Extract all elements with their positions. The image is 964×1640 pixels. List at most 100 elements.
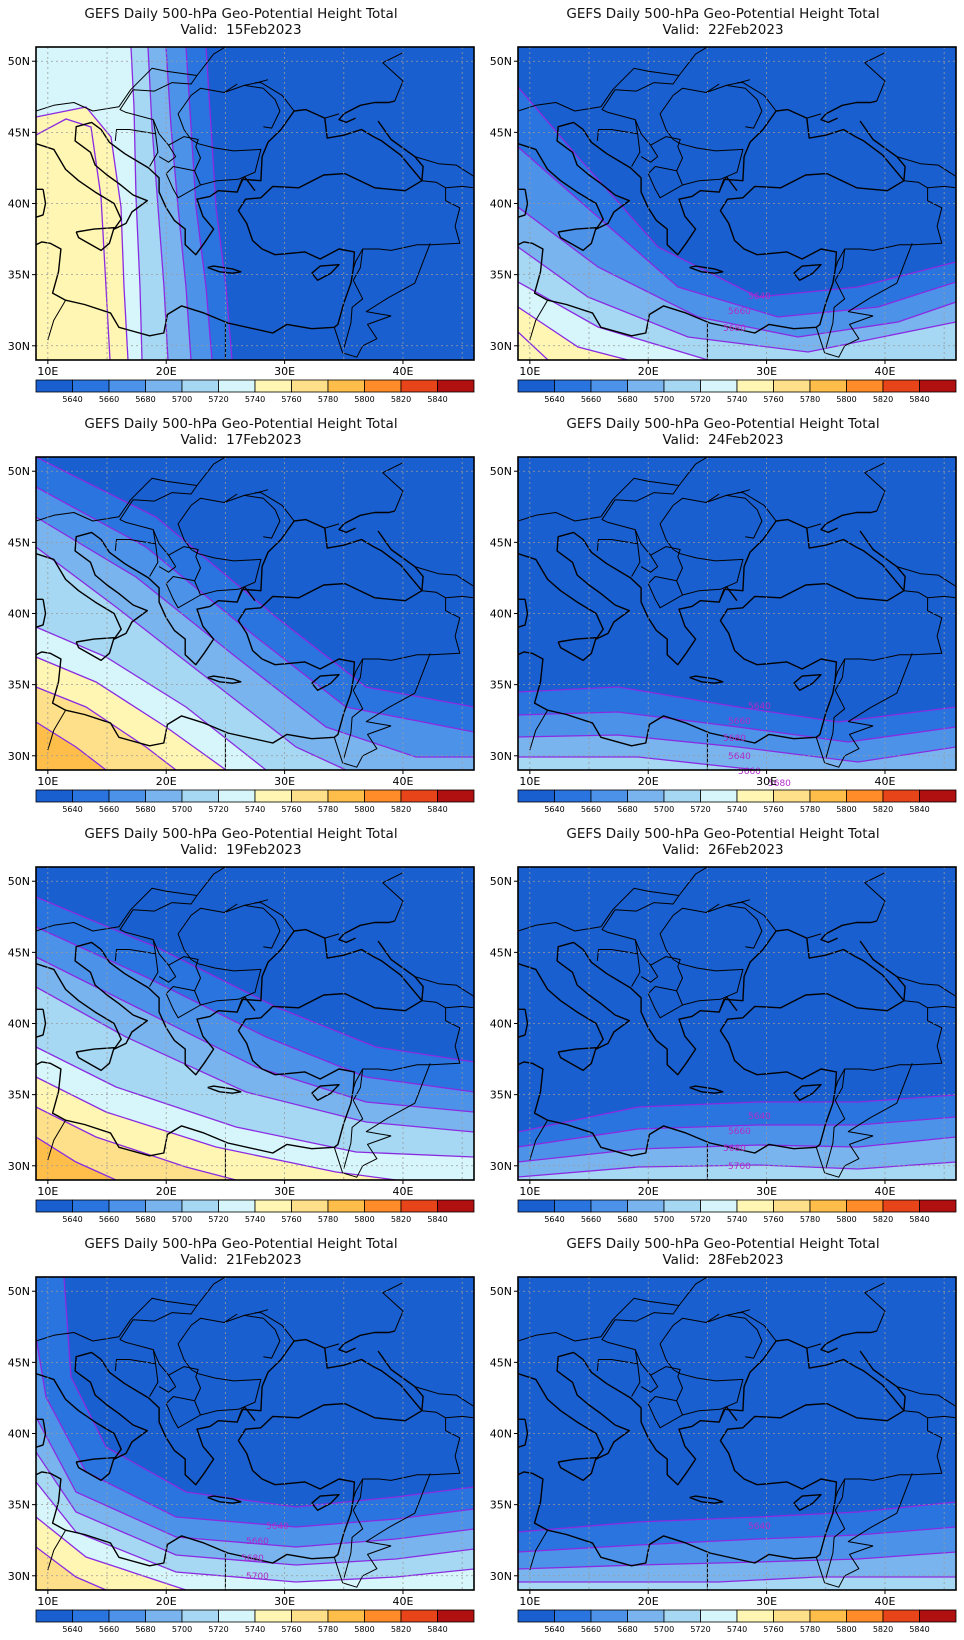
lat-tick-label: 35N: [490, 1499, 512, 1512]
colorbar-label: 5820: [391, 1215, 411, 1224]
height-contour: [147, 47, 169, 360]
country-border: [255, 1312, 295, 1342]
lat-tick-label: 35N: [8, 1499, 30, 1512]
country-border: [333, 327, 344, 354]
lat-tick-label: 50N: [8, 55, 30, 68]
country-border: [806, 1343, 822, 1349]
coastlines: [518, 1277, 956, 1590]
colorbar-swatch: [663, 789, 701, 803]
coastline: [377, 1350, 424, 1411]
lat-tick-label: 30N: [490, 750, 512, 763]
country-border: [678, 47, 708, 76]
valid-date: Valid: 19Feb2023: [180, 842, 302, 858]
lat-tick-label: 40N: [8, 198, 30, 211]
country-border: [825, 248, 846, 349]
colorbar-label: 5660: [99, 805, 119, 814]
colorbar-swatch: [627, 379, 665, 393]
colorbar-swatch: [882, 789, 920, 803]
country-border: [824, 1135, 874, 1178]
coastline: [311, 1084, 340, 1101]
coastline: [859, 940, 906, 1001]
colorbar-label: 5680: [617, 805, 637, 814]
country-border: [388, 243, 431, 298]
colorbar-swatch: [700, 1609, 738, 1623]
country-border: [824, 315, 874, 358]
country-border: [158, 964, 177, 983]
country-border: [864, 1282, 886, 1332]
colorbar-label: 5720: [208, 1625, 228, 1634]
colorbar-swatch: [218, 1199, 256, 1213]
contour-label: 5660: [728, 307, 751, 317]
lat-tick-label: 40N: [8, 1428, 30, 1441]
country-border: [223, 903, 238, 913]
coastline: [243, 1406, 256, 1422]
colorbar-swatch: [108, 789, 146, 803]
colorbar-swatch: [846, 379, 884, 393]
coastline: [557, 227, 597, 252]
field-band: [518, 332, 548, 360]
country-border: [365, 706, 392, 727]
height-contour: [518, 246, 956, 353]
lon-tick-label: 30E: [756, 1185, 777, 1198]
colorbar-label: 5660: [99, 395, 119, 404]
lon-tick-label: 20E: [156, 775, 177, 788]
colorbar-swatch: [437, 1199, 475, 1213]
coastline: [518, 598, 529, 629]
colorbar-label: 5720: [208, 1215, 228, 1224]
country-border: [825, 1478, 846, 1579]
colorbar: 5640 5660 5680 5700 5720 5740 5760 5780 5800 5820…: [35, 789, 475, 814]
height-contour: [36, 1336, 474, 1528]
colorbar-swatch: [554, 1609, 592, 1623]
height-contour: [36, 106, 129, 360]
colorbar-swatch: [736, 1609, 774, 1623]
lat-tick-label: 45N: [8, 126, 30, 139]
lat-tick-label: 35N: [8, 1089, 30, 1102]
colorbar-label: 5760: [763, 805, 783, 814]
gridlines: [518, 1277, 956, 1590]
colorbar-label: 5680: [135, 1625, 155, 1634]
height-contour: [518, 146, 956, 318]
colorbar-label: 5800: [354, 1215, 374, 1224]
colorbar-swatch: [700, 379, 738, 393]
colorbar-swatch: [364, 379, 402, 393]
coastline: [243, 586, 256, 602]
height-contour: [36, 1136, 117, 1180]
colorbar-swatch: [773, 789, 811, 803]
coastline: [820, 510, 877, 534]
country-border: [236, 996, 245, 1013]
colorbar-label: 5760: [763, 1625, 783, 1634]
colorbar-swatch: [145, 379, 183, 393]
country-border: [518, 887, 763, 1019]
coastline: [793, 1084, 822, 1101]
panel-title: GEFS Daily 500-hPa Geo-Potential Height …: [84, 1236, 398, 1252]
colorbar-label: 5820: [873, 805, 893, 814]
country-border: [596, 529, 639, 551]
colorbar-label: 5780: [800, 395, 820, 404]
contour-label: 5640: [748, 1112, 771, 1122]
contour-label: 5680: [723, 1144, 746, 1154]
country-border: [518, 477, 763, 609]
coastline: [36, 598, 47, 629]
coastline: [725, 996, 738, 1012]
colorbar-swatch: [809, 379, 847, 393]
colorbar-swatch: [554, 1199, 592, 1213]
colorbar-label: 5740: [245, 1625, 265, 1634]
lon-tick-label: 30E: [274, 1185, 295, 1198]
country-border: [421, 1000, 474, 1009]
colorbar-label: 5760: [281, 805, 301, 814]
panel-title: GEFS Daily 500-hPa Geo-Potential Height …: [566, 826, 880, 842]
colorbar-swatch: [919, 1199, 957, 1213]
country-border: [36, 477, 281, 609]
colorbar-swatch: [627, 1609, 665, 1623]
colorbar-swatch: [919, 789, 957, 803]
country-border: [825, 658, 846, 759]
colorbar-label: 5640: [62, 395, 82, 404]
colorbar-swatch: [145, 1199, 183, 1213]
country-border: [864, 872, 886, 922]
contour-label: 5660: [738, 767, 761, 777]
height-contour: [518, 1551, 956, 1570]
lon-tick-label: 40E: [392, 365, 413, 378]
coastline: [207, 1495, 242, 1504]
height-contour: [36, 457, 474, 708]
